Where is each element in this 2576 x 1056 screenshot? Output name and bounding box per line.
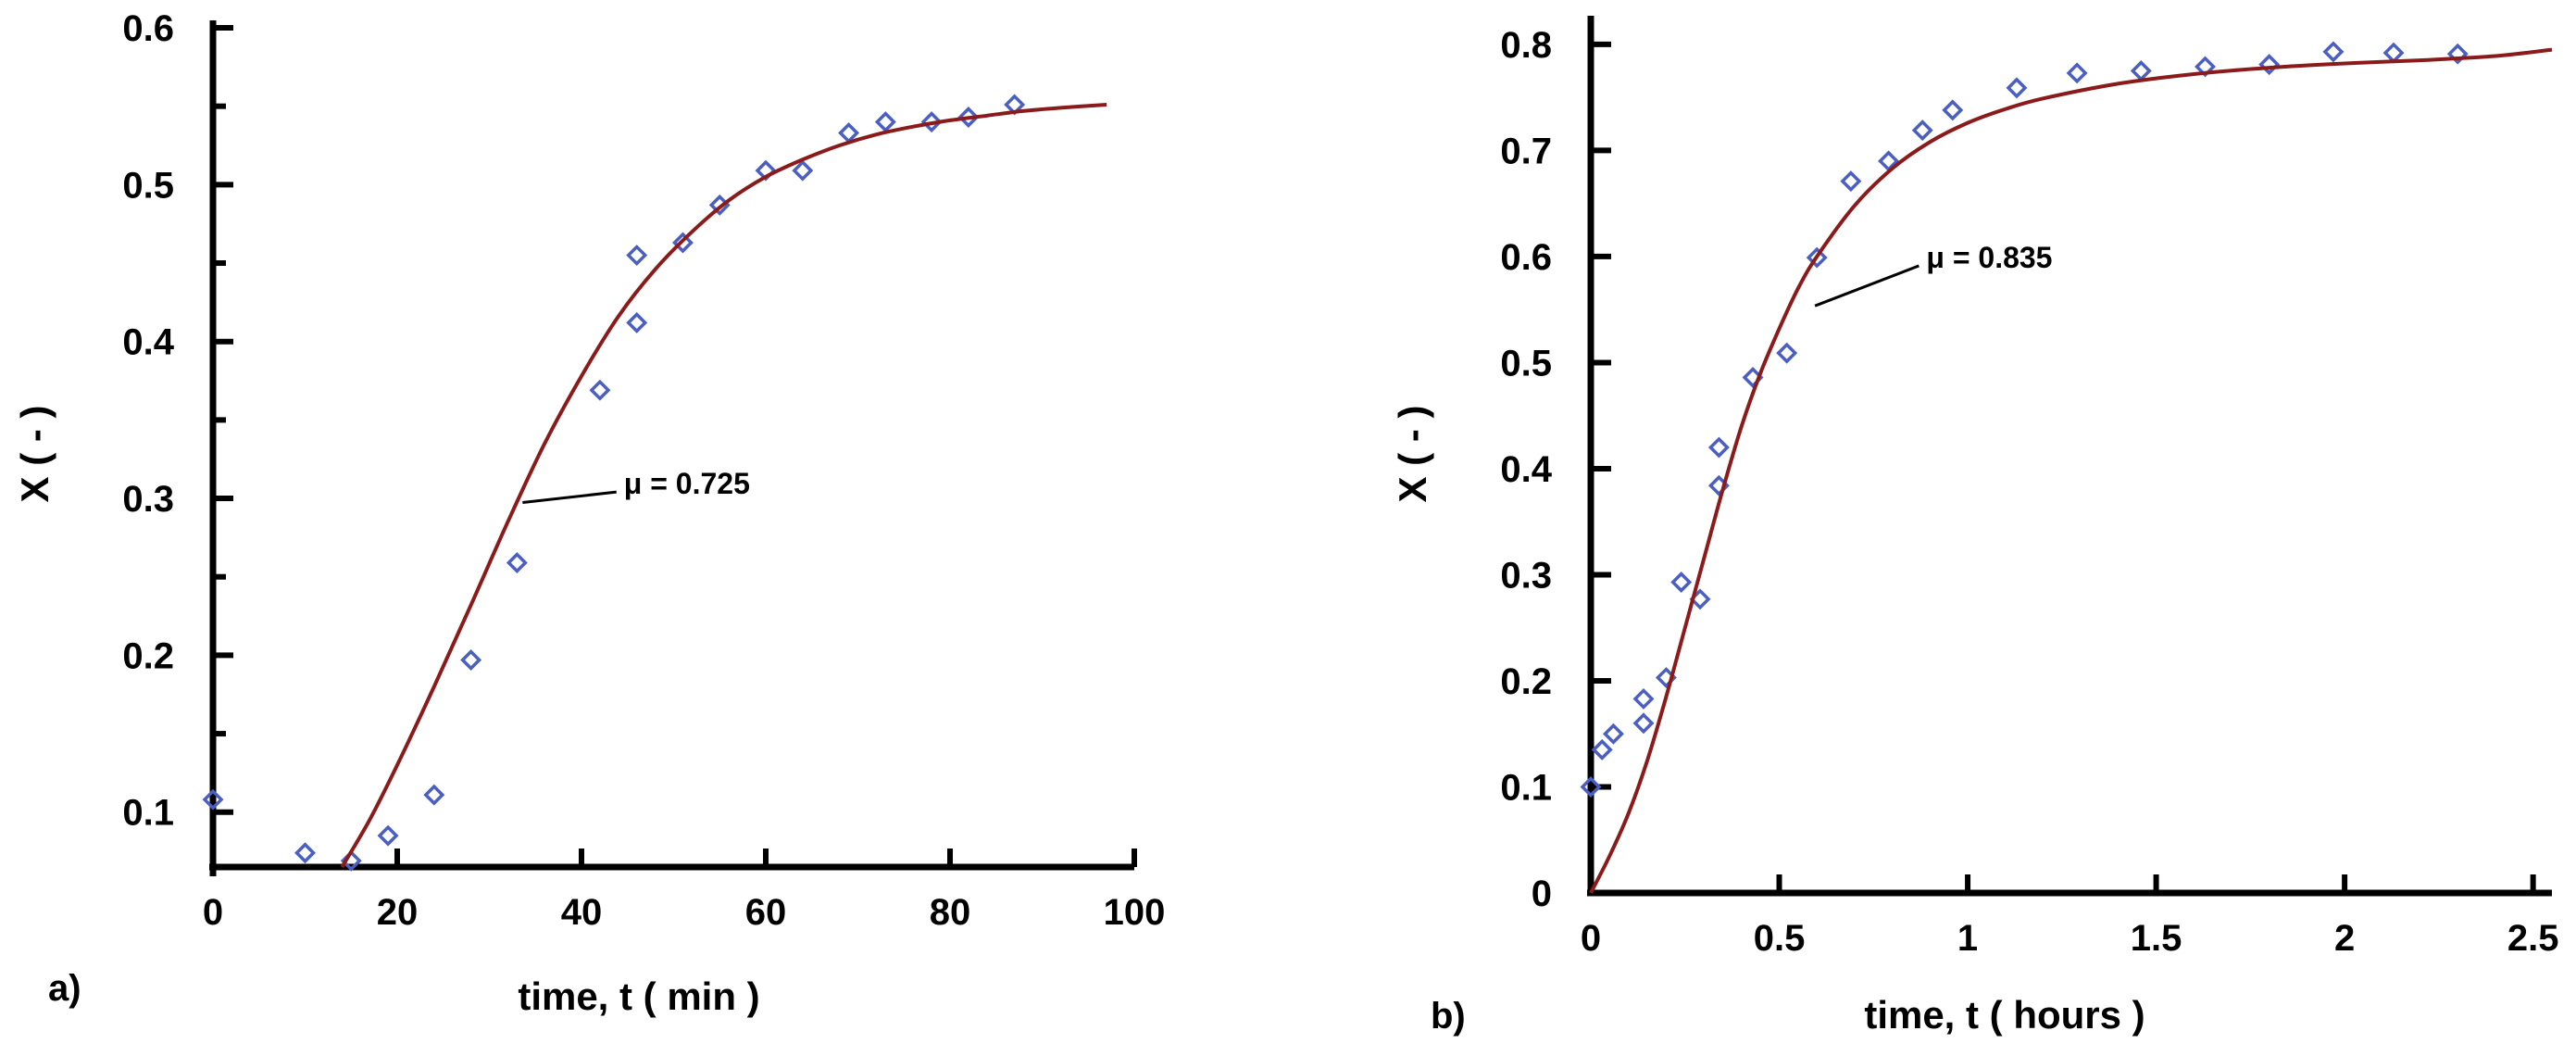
data-point bbox=[1632, 687, 1655, 710]
data-point bbox=[1942, 99, 1964, 121]
data-point bbox=[2006, 77, 2028, 99]
data-point bbox=[423, 784, 445, 806]
data-point bbox=[1670, 572, 1693, 593]
x-axis-title: time, t ( min ) bbox=[518, 974, 759, 1018]
x-tick-label: 2 bbox=[2334, 918, 2355, 959]
data-point bbox=[626, 245, 648, 267]
data-point bbox=[2258, 54, 2281, 76]
model-curve bbox=[340, 102, 1107, 869]
x-tick-label: 20 bbox=[377, 892, 419, 933]
data-point bbox=[294, 842, 316, 864]
x-tick-label: 0 bbox=[1581, 918, 1601, 959]
y-tick-label: 0.1 bbox=[122, 793, 174, 834]
annotation-leader bbox=[522, 490, 617, 504]
x-tick-label: 60 bbox=[745, 892, 787, 933]
x-tick-label: 1 bbox=[1957, 918, 1978, 959]
y-tick-label: 0.4 bbox=[1500, 449, 1552, 490]
data-point bbox=[957, 107, 980, 129]
annotation-leader bbox=[1814, 264, 1919, 308]
y-axis-title: X ( - ) bbox=[13, 406, 56, 503]
x-tick-label: 2.5 bbox=[2507, 918, 2559, 959]
y-tick-label: 0 bbox=[1532, 874, 1552, 914]
y-tick-label: 0.7 bbox=[1500, 131, 1552, 171]
data-point bbox=[2066, 62, 2088, 84]
x-tick-label: 0 bbox=[203, 892, 223, 933]
annotation-label: μ = 0.725 bbox=[624, 467, 750, 500]
x-tick-label: 1.5 bbox=[2131, 918, 2182, 959]
data-point bbox=[671, 232, 694, 254]
data-point bbox=[589, 379, 611, 401]
panel-label: a) bbox=[48, 968, 81, 1009]
y-tick-label: 0.4 bbox=[122, 322, 174, 363]
panel-label: b) bbox=[1431, 996, 1466, 1037]
data-point bbox=[1580, 776, 1602, 798]
data-point bbox=[202, 788, 224, 811]
y-tick-label: 0.1 bbox=[1500, 767, 1552, 808]
data-point bbox=[1911, 119, 1933, 142]
chart-panel-a: 0.1 0.2 0.3 0.4 0.5 0.6 0 20 40 60 80 100 time, t ( … bbox=[13, 8, 1165, 1018]
y-tick-label: 0.6 bbox=[1500, 237, 1552, 278]
y-tick-label: 0.3 bbox=[1500, 555, 1552, 596]
data-point bbox=[1591, 738, 1613, 761]
data-point bbox=[1840, 170, 1862, 193]
x-axis-title: time, t ( hours ) bbox=[1864, 993, 2145, 1037]
data-point bbox=[2195, 56, 2216, 78]
data-point bbox=[377, 824, 399, 847]
x-tick-label: 0.5 bbox=[1754, 918, 1806, 959]
data-point bbox=[2382, 42, 2405, 64]
annotation-label: μ = 0.835 bbox=[1926, 241, 2052, 274]
x-tick-label: 80 bbox=[930, 892, 971, 933]
data-point bbox=[792, 159, 814, 182]
y-axis-title: X ( - ) bbox=[1391, 406, 1434, 503]
y-tick-label: 0.2 bbox=[122, 635, 174, 676]
data-point bbox=[506, 551, 528, 573]
y-tick-label: 0.6 bbox=[122, 8, 174, 49]
y-tick-label: 0.5 bbox=[1500, 343, 1552, 383]
data-point bbox=[460, 648, 482, 671]
model-curve bbox=[1589, 47, 2553, 894]
x-tick-label: 100 bbox=[1104, 892, 1166, 933]
data-point bbox=[1602, 723, 1624, 745]
data-point bbox=[626, 311, 648, 333]
data-point bbox=[2322, 41, 2345, 63]
data-point bbox=[874, 111, 896, 133]
data-point bbox=[1776, 342, 1798, 364]
data-point bbox=[2446, 43, 2469, 65]
chart-panel-b: 0 0.1 0.2 0.3 0.4 0.5 0.6 0.7 0.8 0 0.5 1 1.5 2 2.5 tim… bbox=[1391, 16, 2558, 1037]
y-tick-label: 0.2 bbox=[1500, 661, 1552, 702]
data-point bbox=[1632, 712, 1655, 735]
x-tick-label: 40 bbox=[561, 892, 603, 933]
data-point bbox=[1806, 246, 1828, 269]
y-tick-label: 0.3 bbox=[122, 479, 174, 520]
data-point bbox=[1707, 436, 1730, 459]
y-tick-label: 0.5 bbox=[122, 165, 174, 206]
y-tick-label: 0.8 bbox=[1500, 25, 1552, 66]
data-point bbox=[920, 111, 943, 133]
data-point bbox=[2130, 60, 2152, 82]
